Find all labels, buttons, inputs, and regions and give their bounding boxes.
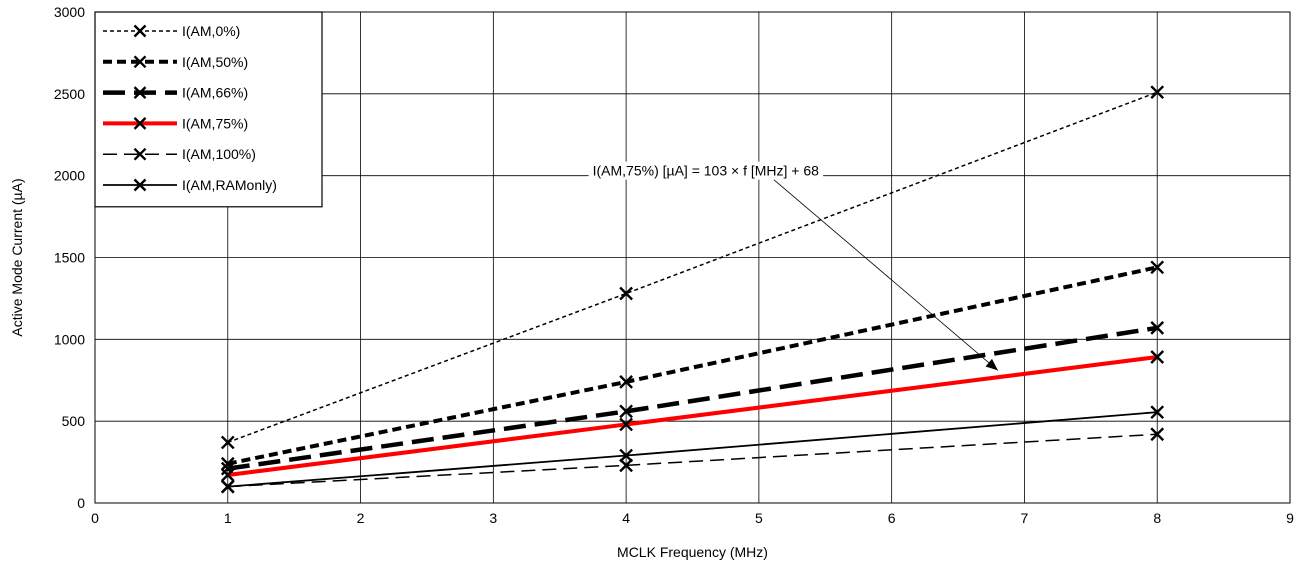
x-tick-label: 8 xyxy=(1153,510,1161,526)
legend-marker xyxy=(133,147,147,161)
series-line xyxy=(227,265,1158,466)
data-point xyxy=(619,375,633,389)
series-1 xyxy=(220,260,1165,471)
x-axis-label: MCLK Frequency (MHz) xyxy=(617,544,768,560)
data-point xyxy=(619,286,633,301)
y-tick-label: 500 xyxy=(62,413,86,429)
series-line xyxy=(227,325,1158,471)
legend-box xyxy=(94,11,323,208)
legend-item: I(AM,50%) xyxy=(103,54,248,70)
annotation-arrow xyxy=(773,179,999,371)
legend-marker xyxy=(133,55,147,69)
series-line xyxy=(227,433,1158,488)
annotation-text: I(AM,75%) [µA] = 103 × f [MHz] + 68 xyxy=(593,163,820,179)
data-point xyxy=(1150,260,1165,275)
series-4 xyxy=(220,427,1165,494)
data-point xyxy=(220,435,235,450)
x-tick-label: 6 xyxy=(888,510,896,526)
legend-item: I(AM,100%) xyxy=(103,146,256,162)
x-tick-label: 5 xyxy=(755,510,763,526)
y-axis-label: Active Mode Current (µA) xyxy=(9,178,25,336)
series-3 xyxy=(220,350,1165,482)
legend-marker xyxy=(133,24,147,38)
data-point xyxy=(619,458,633,473)
x-tick-label: 9 xyxy=(1286,510,1294,526)
x-tick-label: 0 xyxy=(91,510,99,526)
y-tick-label: 2500 xyxy=(54,86,85,102)
data-point xyxy=(1150,405,1165,420)
series-2 xyxy=(220,321,1165,476)
x-tick-label: 4 xyxy=(622,510,630,526)
series-layer xyxy=(220,85,1165,494)
y-tick-labels: 0 500 1000 1500 2000 2500 3000 xyxy=(54,4,85,511)
legend-item: I(AM,66%) xyxy=(103,85,248,101)
legend-label: I(AM,100%) xyxy=(182,146,256,162)
data-point xyxy=(619,404,633,419)
legend-item: I(AM,75%) xyxy=(103,115,248,131)
x-tick-labels: 0 1 2 3 4 5 6 7 8 9 xyxy=(91,510,1294,526)
legend-label: I(AM,50%) xyxy=(182,54,248,70)
data-point xyxy=(1150,321,1165,335)
x-tick-label: 7 xyxy=(1021,510,1029,526)
legend-marker xyxy=(133,178,147,192)
legend-marker xyxy=(133,86,147,99)
series-line xyxy=(227,91,1158,444)
series-line xyxy=(227,355,1158,477)
data-point xyxy=(1150,427,1165,442)
series-5 xyxy=(220,405,1165,494)
legend-item: I(AM,RAMonly) xyxy=(103,177,277,193)
legend-label: I(AM,66%) xyxy=(182,85,248,101)
legend-label: I(AM,RAMonly) xyxy=(182,177,277,193)
plot-area-border xyxy=(94,11,1291,504)
annotation-arrowhead xyxy=(985,358,998,371)
data-point xyxy=(220,468,235,482)
y-tick-label: 2000 xyxy=(54,168,85,184)
data-point xyxy=(619,417,633,432)
y-tick-label: 1500 xyxy=(54,250,85,266)
data-point xyxy=(1150,350,1165,364)
data-point xyxy=(1150,85,1165,100)
legend-item: I(AM,0%) xyxy=(103,23,240,39)
legend: I(AM,0%) I(AM,50%) I(AM,66%) I(AM,75%) I(AM,… xyxy=(94,11,323,208)
series-0 xyxy=(220,85,1165,450)
x-tick-label: 2 xyxy=(357,510,365,526)
annotation: I(AM,75%) [µA] = 103 × f [MHz] + 68 xyxy=(588,161,999,371)
y-tick-label: 3000 xyxy=(54,4,85,20)
x-tick-label: 3 xyxy=(489,510,497,526)
x-tick-label: 1 xyxy=(224,510,232,526)
data-point xyxy=(619,448,633,463)
annotation-background xyxy=(588,161,824,180)
legend-label: I(AM,75%) xyxy=(182,115,248,131)
y-tick-label: 0 xyxy=(77,495,85,511)
legend-label: I(AM,0%) xyxy=(182,23,240,39)
y-tick-label: 1000 xyxy=(54,331,85,347)
legend-marker xyxy=(133,117,147,130)
data-point xyxy=(220,479,235,494)
